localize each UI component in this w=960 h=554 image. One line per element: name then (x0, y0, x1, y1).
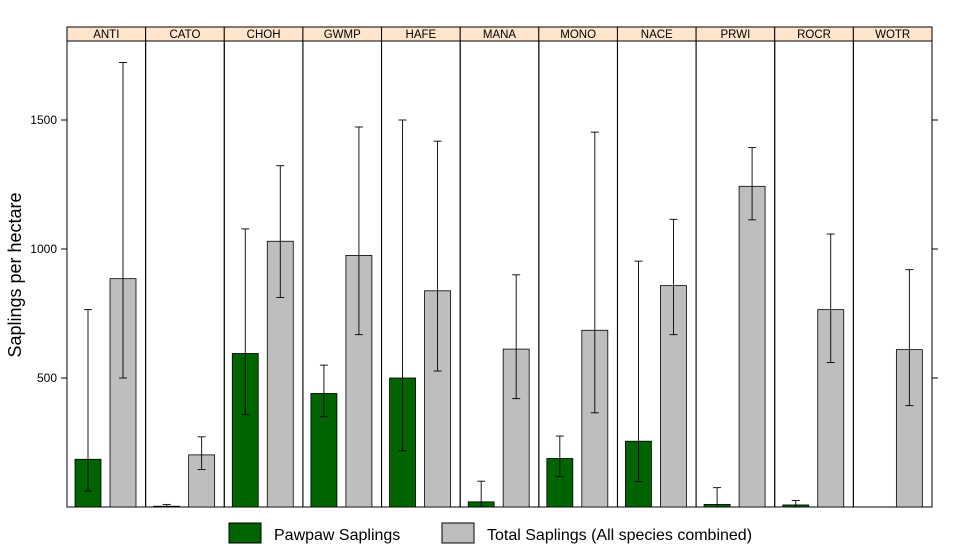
errorbar-total-rocr (826, 233, 835, 363)
errorbar-total-choh (276, 165, 285, 298)
panel-gwmp: GWMP (302, 26, 383, 508)
panel-hafe: HAFE (381, 26, 461, 508)
errorbar-total-mana (512, 274, 521, 400)
strip-label-prwi: PRWI (720, 29, 750, 41)
legend: Pawpaw Saplings Total Saplings (All spec… (228, 522, 752, 544)
errorbar-total-nace (669, 218, 678, 336)
y-axis-label: Saplings per hectare (5, 192, 25, 357)
strip-label-mana: MANA (483, 29, 517, 41)
panel-choh: CHOH (223, 26, 304, 508)
panel-anti: ANTI (66, 26, 147, 508)
strip-label-anti: ANTI (93, 29, 119, 41)
panel-prwi: PRWI (695, 26, 776, 508)
panel-mana: MANA (459, 26, 540, 508)
strip-label-nace: NACE (641, 29, 673, 41)
strip-label-cato: CATO (170, 29, 201, 41)
errorbar-pawpaw-choh (241, 228, 250, 416)
strip-label-gwmp: GWMP (324, 29, 361, 41)
legend-label-total: Total Saplings (All species combined) (487, 527, 752, 544)
y-tick-label-1500: 1500 (30, 113, 57, 127)
bar-total-prwi (738, 185, 766, 508)
panel-rocr: ROCR (774, 26, 854, 508)
errorbar-pawpaw-mana (477, 480, 486, 508)
errorbar-total-hafe (433, 140, 442, 372)
errorbar-pawpaw-mono (555, 435, 564, 478)
errorbar-total-mono (590, 131, 599, 414)
y-tick-label-1000: 1000 (30, 242, 57, 256)
errorbar-pawpaw-prwi (713, 487, 722, 508)
errorbar-pawpaw-hafe (398, 119, 407, 452)
errorbar-pawpaw-gwmp (319, 364, 328, 418)
panels: ANTI CATO CHOH GWMP HAFE MANA MONO NACE PRWI ROCR… (66, 26, 933, 508)
errorbar-total-cato (197, 436, 206, 471)
strip-label-mono: MONO (560, 29, 596, 41)
panel-frame-cato (145, 40, 225, 508)
errorbar-total-anti (119, 62, 127, 379)
strip-label-hafe: HAFE (406, 29, 437, 41)
errorbar-total-prwi (748, 147, 757, 221)
y-tick-label-500: 500 (37, 371, 57, 385)
y-axis: 500 1000 1500 (30, 113, 938, 385)
errorbar-pawpaw-rocr (791, 500, 800, 508)
errorbar-pawpaw-nace (634, 260, 643, 483)
strip-label-choh: CHOH (247, 29, 281, 41)
errorbar-total-gwmp (354, 126, 363, 336)
errorbar-pawpaw-cato (162, 503, 171, 508)
panel-cato: CATO (145, 26, 225, 508)
panel-frame-wotr (852, 40, 933, 508)
panel-wotr: WOTR (852, 26, 933, 508)
panel-mono: MONO (538, 26, 618, 508)
legend-swatch-pawpaw (228, 522, 262, 544)
strip-label-rocr: ROCR (797, 29, 831, 41)
strip-label-wotr: WOTR (875, 29, 910, 41)
errorbar-total-wotr (905, 269, 914, 407)
panel-nace: NACE (616, 26, 697, 508)
legend-label-pawpaw: Pawpaw Saplings (274, 527, 400, 544)
legend-swatch-total (441, 522, 475, 544)
errorbar-pawpaw-anti (84, 309, 92, 492)
